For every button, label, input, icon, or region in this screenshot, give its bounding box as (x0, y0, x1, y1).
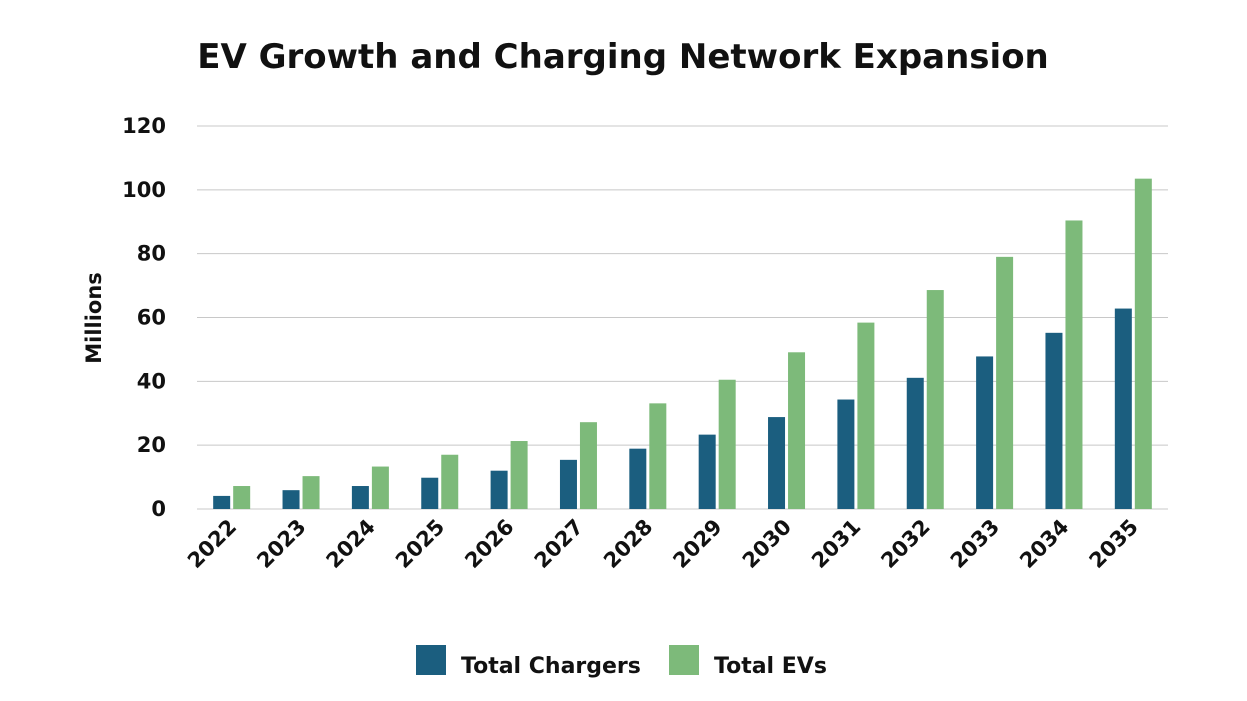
bar-total-chargers-2033 (976, 356, 994, 509)
chart-title: EV Growth and Charging Network Expansion (197, 37, 1049, 77)
bar-total-evs-2035 (1134, 178, 1152, 509)
y-tick-label: 0 (151, 497, 166, 521)
bar-total-evs-2030 (788, 352, 806, 509)
bar-total-chargers-2030 (768, 417, 786, 509)
x-tick-label: 2026 (460, 515, 518, 573)
bar-total-chargers-2024 (351, 486, 369, 509)
bar-total-evs-2027 (579, 422, 597, 509)
x-tick-label: 2024 (322, 515, 380, 573)
y-tick-label: 20 (137, 433, 166, 457)
bar-total-chargers-2029 (698, 434, 716, 509)
x-tick-label: 2030 (738, 515, 796, 573)
x-tick-label: 2029 (668, 515, 726, 573)
y-tick-label: 60 (137, 306, 166, 330)
x-tick-label: 2028 (599, 515, 657, 573)
bar-total-evs-2022 (233, 486, 251, 509)
y-axis-label: Millions (82, 272, 106, 364)
x-tick-label: 2027 (530, 515, 588, 573)
legend-swatch (669, 645, 699, 675)
x-tick-label: 2035 (1085, 515, 1143, 573)
x-tick-label: 2034 (1015, 515, 1073, 573)
y-axis-ticks: 0 20 40 60 80 100 120 (122, 114, 166, 521)
bar-total-chargers-2026 (490, 470, 508, 509)
bars (213, 178, 1152, 509)
bar-total-evs-2028 (649, 403, 667, 509)
legend-label: Total Chargers (461, 654, 641, 679)
bar-total-chargers-2027 (559, 459, 577, 509)
bar-total-evs-2024 (371, 466, 389, 509)
bar-total-chargers-2035 (1114, 308, 1132, 509)
legend-label: Total EVs (714, 654, 827, 679)
legend: Total Chargers Total EVs (416, 645, 827, 679)
y-tick-label: 120 (122, 114, 166, 138)
bar-total-evs-2031 (857, 322, 875, 509)
bar-total-chargers-2031 (837, 399, 855, 509)
bar-total-evs-2032 (926, 290, 944, 509)
bar-total-evs-2026 (510, 441, 528, 509)
x-axis-ticks: 2022 2023 2024 2025 2026 2027 2028 2029 2030 2031… (183, 515, 1143, 573)
bar-total-chargers-2025 (421, 477, 439, 509)
x-tick-label: 2033 (946, 515, 1004, 573)
bar-total-evs-2034 (1065, 220, 1083, 509)
bar-total-chargers-2028 (629, 448, 647, 509)
bar-total-chargers-2022 (213, 495, 231, 509)
gridlines (197, 125, 1168, 510)
x-tick-label: 2023 (252, 515, 310, 573)
bar-total-chargers-2023 (282, 490, 300, 509)
x-tick-label: 2032 (876, 515, 934, 573)
bar-total-evs-2029 (718, 379, 736, 509)
x-tick-label: 2025 (391, 515, 449, 573)
bar-total-chargers-2032 (906, 377, 924, 509)
bar-total-chargers-2034 (1045, 332, 1063, 509)
legend-swatch (416, 645, 446, 675)
y-tick-label: 40 (137, 369, 166, 393)
x-tick-label: 2022 (183, 515, 241, 573)
bar-total-evs-2033 (996, 256, 1014, 509)
x-tick-label: 2031 (807, 515, 865, 573)
bar-total-evs-2025 (441, 454, 459, 509)
bar-total-evs-2023 (302, 476, 320, 509)
y-tick-label: 100 (122, 178, 166, 202)
y-tick-label: 80 (137, 242, 166, 266)
